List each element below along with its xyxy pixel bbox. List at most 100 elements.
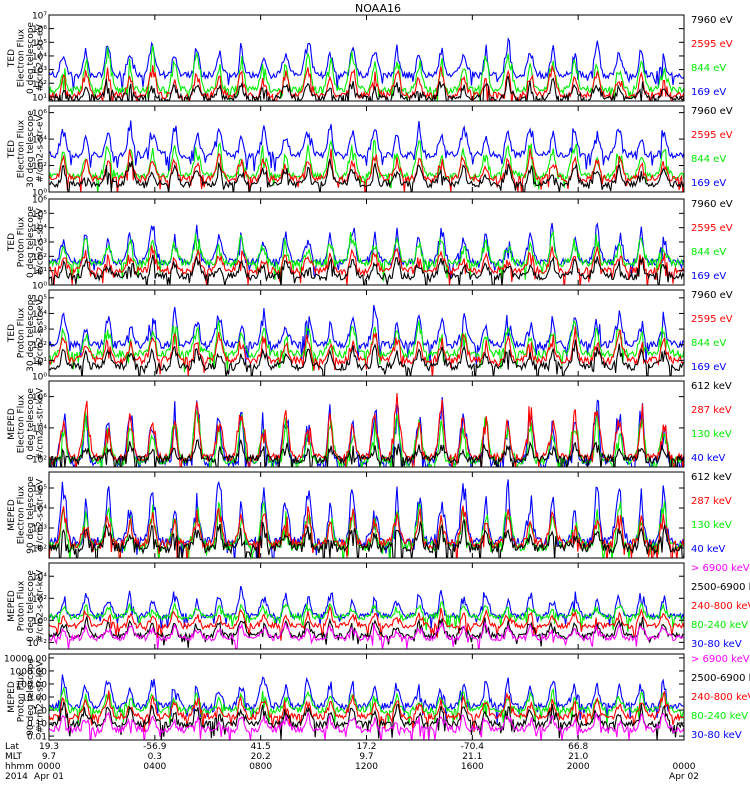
panel-traces [49,674,684,740]
x-tick-label: -56.9 [143,742,167,752]
y-axis-label-line: #/cm2-s-str-eV [36,207,46,275]
panel-traces [49,222,684,285]
series-line-black [49,616,684,648]
y-tick-label: 10³ [32,66,47,76]
series-line-blue [49,396,684,467]
y-tick-label: 10² [32,80,47,90]
legend-entry: 7960 eV [691,106,733,117]
legend-entry: 30-80 keV [691,639,742,650]
y-tick-label: 10⁶ [32,196,47,206]
x-axis-row-label: MLT [5,752,23,762]
y-axis-label-line: TED [7,233,17,252]
y-tick-label: 10³ [32,525,47,535]
y-tick-label: 10⁴ [32,52,47,62]
x-tick-label: 0.3 [148,752,162,762]
y-axis-label-line: TED [7,324,17,343]
x-tick-label: -70.4 [461,742,485,752]
y-axis-label-line: MEPED [7,590,17,622]
x-tick-label: 17.2 [356,742,376,752]
legend-entry: 7960 eV [691,199,733,210]
y-tick-label: 0.10 [27,720,47,730]
series-line-magenta [49,711,684,740]
panel-traces [49,304,684,376]
x-tick-label: 20.2 [251,752,271,762]
legend-entry: 40 keV [691,544,725,555]
y-tick-label: 10² [32,253,47,263]
series-line-red [49,690,684,733]
series-line-green [49,139,684,192]
series-line-black [49,519,684,558]
y-tick-label: 10.00 [21,694,47,704]
legend-entry: 169 eV [691,271,726,282]
series-line-red [49,245,684,285]
y-tick-label: 10¹ [32,357,47,367]
y-axis-label-line: MEPED [7,681,17,713]
y-tick-label: 10⁴ [32,136,47,146]
y-tick-label: 10⁶ [32,109,47,119]
series-line-black [49,701,684,740]
y-tick-label: 10² [32,162,47,172]
y-axis-label-line: 0 deg telescope [26,22,36,94]
legend-entry: 40 keV [691,453,725,464]
y-axis-label-line: MEPED [7,499,17,531]
y-tick-label: 10² [32,595,47,605]
legend-entry: 130 keV [691,429,732,440]
y-axis-label-line: Electron Flux [17,28,27,87]
x-tick-label: 0400 [143,762,166,772]
y-tick-label: 10² [32,341,47,351]
legend-entry: 7960 eV [691,290,733,301]
panel-traces [49,393,684,467]
y-axis-label-line: 90 deg telescope [26,658,36,736]
y-axis-label-line: #/cm2-s-str-keV [36,387,46,460]
y-axis-label-line: MEPED [7,408,17,440]
y-axis-label: TED Proton Flux 0 deg telescope #/cm2-s-str… [7,206,46,278]
y-tick-label: 0.01 [27,733,47,743]
panel-traces [49,585,684,649]
legend-entry: 287 keV [691,496,732,507]
panel-frame [48,14,685,102]
legend-entry: 612 keV [691,381,732,392]
y-tick-label: 10⁰ [32,282,47,292]
series-line-green [49,687,684,725]
y-tick-label: 10³ [32,326,47,336]
legend-entry: 2500-6900 keV [691,673,750,684]
x-axis-row-label: 2014 [5,772,28,782]
y-axis-label: MEPED Electron Flux 90 deg telescope #/cm2-… [7,476,46,554]
series-line-black [49,254,684,285]
x-axis-row-label: Lat [5,742,20,752]
legend-entry: 240-800 keV [691,601,750,612]
legend-entry: 2595 eV [691,130,733,141]
series-line-red [49,326,684,376]
y-tick-label: 1.0 [33,707,48,717]
series-line-blue [49,120,684,172]
legend-entry: 612 keV [691,472,732,483]
legend-entry: 169 eV [691,362,726,373]
series-line-magenta [49,621,684,649]
y-tick-label: 10⁴ [32,573,47,583]
y-axis-label-line: Proton Flux [17,307,27,358]
y-axis-label-line: 30 deg telescope [26,110,36,188]
y-axis-label-line: TED [7,140,17,159]
y-tick-label: 10⁵ [32,485,47,495]
y-tick-label: 10⁶ [32,25,47,35]
series-line-blue [49,36,684,93]
panel-8: 0.010.101.010.00100.001000.0010000.00MEP… [4,653,750,743]
x-tick-label: Apr 02 [669,772,699,782]
y-axis-label-line: #/cm2-s-str-eV [36,114,46,182]
series-line-green [49,601,684,633]
y-axis-label-line: Proton Flux [17,580,27,631]
series-line-black [49,339,684,376]
y-axis-label: MEPED Electron Flux 0 deg telescope #/cm2-s… [7,387,46,460]
series-line-red [49,148,684,192]
y-tick-label: 10⁴ [32,505,47,515]
y-tick-label: 10⁻² [27,639,47,649]
x-tick-label: 41.5 [251,742,271,752]
legend-entry: 80-240 keV [691,711,748,722]
y-tick-label: 10¹ [32,267,47,277]
legend-entry: 844 eV [691,247,726,258]
y-tick-label: 10² [32,545,47,555]
